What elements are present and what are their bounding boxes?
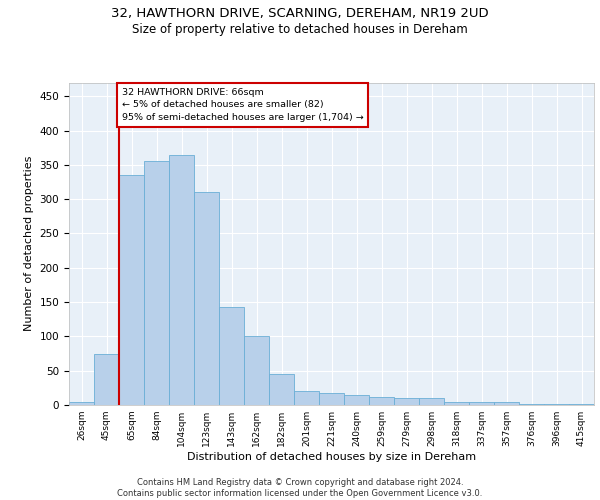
Bar [244, 336, 269, 405]
Bar [519, 404, 544, 405]
X-axis label: Distribution of detached houses by size in Dereham: Distribution of detached houses by size … [187, 452, 476, 462]
Bar [444, 402, 469, 405]
Bar [94, 354, 119, 405]
Bar [394, 398, 419, 405]
Bar [569, 404, 594, 405]
Bar [169, 154, 194, 405]
Bar [144, 162, 169, 405]
Bar [544, 404, 569, 405]
Y-axis label: Number of detached properties: Number of detached properties [24, 156, 34, 332]
Bar [344, 394, 369, 405]
Text: 32 HAWTHORN DRIVE: 66sqm
← 5% of detached houses are smaller (82)
95% of semi-de: 32 HAWTHORN DRIVE: 66sqm ← 5% of detache… [121, 88, 363, 122]
Bar [494, 402, 519, 405]
Bar [219, 307, 244, 405]
Bar [69, 402, 94, 405]
Bar [119, 175, 144, 405]
Bar [419, 398, 444, 405]
Bar [294, 392, 319, 405]
Text: 32, HAWTHORN DRIVE, SCARNING, DEREHAM, NR19 2UD: 32, HAWTHORN DRIVE, SCARNING, DEREHAM, N… [111, 8, 489, 20]
Text: Size of property relative to detached houses in Dereham: Size of property relative to detached ho… [132, 22, 468, 36]
Bar [269, 374, 294, 405]
Bar [319, 392, 344, 405]
Bar [369, 397, 394, 405]
Text: Contains HM Land Registry data © Crown copyright and database right 2024.
Contai: Contains HM Land Registry data © Crown c… [118, 478, 482, 498]
Bar [469, 402, 494, 405]
Bar [194, 192, 219, 405]
